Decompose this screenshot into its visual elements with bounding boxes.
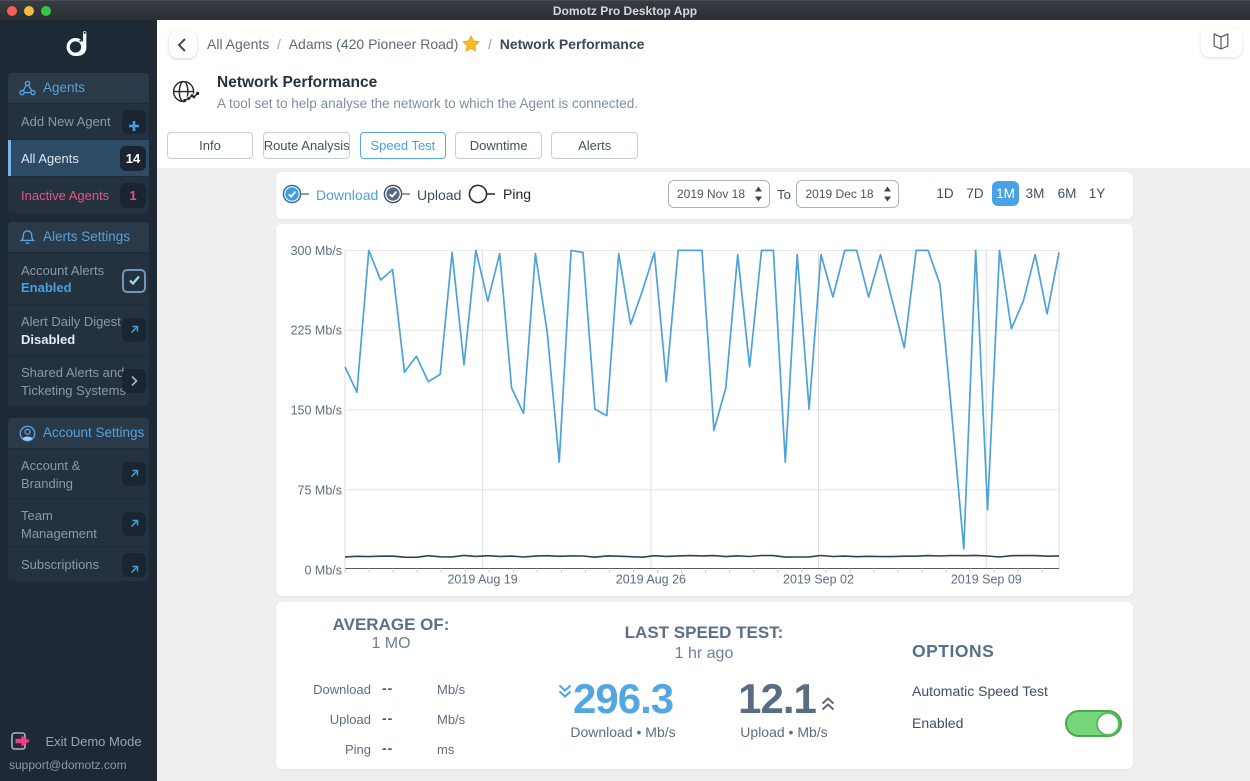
svg-text:300 Mb/s: 300 Mb/s <box>291 244 342 258</box>
svg-text:2019 Sep 09: 2019 Sep 09 <box>951 573 1022 587</box>
svg-text:2019 Sep 02: 2019 Sep 02 <box>783 573 854 587</box>
svg-text:2019 Aug 19: 2019 Aug 19 <box>447 573 517 587</box>
svg-text:0 Mb/s: 0 Mb/s <box>304 564 342 578</box>
svg-text:225 Mb/s: 225 Mb/s <box>291 324 342 338</box>
svg-text:150 Mb/s: 150 Mb/s <box>291 404 342 418</box>
svg-text:2019 Aug 26: 2019 Aug 26 <box>616 573 686 587</box>
svg-text:75 Mb/s: 75 Mb/s <box>298 483 342 497</box>
